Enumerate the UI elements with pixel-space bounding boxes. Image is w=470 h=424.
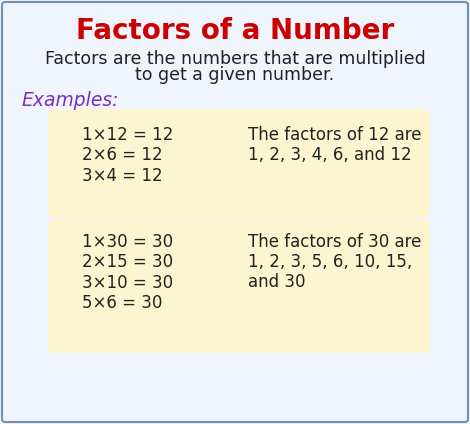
Text: The factors of 30 are: The factors of 30 are bbox=[248, 233, 422, 251]
Text: 1, 2, 3, 4, 6, and 12: 1, 2, 3, 4, 6, and 12 bbox=[248, 146, 412, 164]
Text: The factors of 12 are: The factors of 12 are bbox=[248, 126, 422, 144]
Text: 2×6 = 12: 2×6 = 12 bbox=[82, 146, 163, 164]
Text: 1×12 = 12: 1×12 = 12 bbox=[82, 126, 173, 144]
FancyBboxPatch shape bbox=[48, 109, 430, 218]
Text: 3×10 = 30: 3×10 = 30 bbox=[82, 274, 173, 292]
Text: Examples:: Examples: bbox=[22, 92, 119, 111]
Text: Factors are the numbers that are multiplied: Factors are the numbers that are multipl… bbox=[45, 50, 425, 68]
Text: Factors of a Number: Factors of a Number bbox=[76, 17, 394, 45]
Text: 5×6 = 30: 5×6 = 30 bbox=[82, 294, 162, 312]
Text: to get a given number.: to get a given number. bbox=[135, 66, 335, 84]
FancyBboxPatch shape bbox=[48, 219, 430, 353]
Text: 2×15 = 30: 2×15 = 30 bbox=[82, 253, 173, 271]
Text: 1, 2, 3, 5, 6, 10, 15,: 1, 2, 3, 5, 6, 10, 15, bbox=[248, 253, 412, 271]
Text: and 30: and 30 bbox=[248, 273, 306, 291]
Text: 1×30 = 30: 1×30 = 30 bbox=[82, 233, 173, 251]
Text: 3×4 = 12: 3×4 = 12 bbox=[82, 167, 163, 185]
